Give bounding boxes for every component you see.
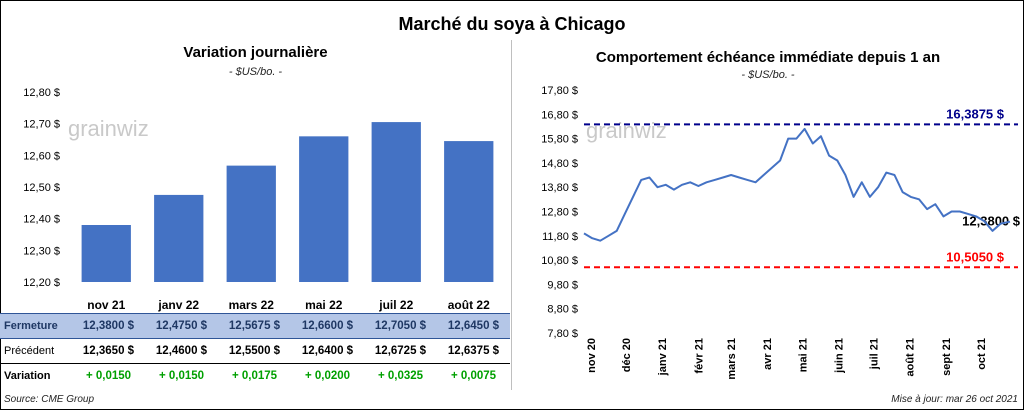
row-label: Précédent [0,338,72,364]
table-cell: 12,7050 $ [364,313,437,339]
main-title: Marché du soya à Chicago [398,14,626,34]
bar [226,165,276,282]
table-cell: + 0,0075 [450,370,497,382]
table-cell: 12,6375 $ [437,338,510,364]
y-tick-label: 12,20 $ [23,277,60,289]
table-cell: 12,6725 $ [364,338,437,364]
table-cell: 12,5675 $ [218,313,291,339]
price-table: Fermeture 12,3800 $ 12,4750 $ 12,5675 $ … [0,313,510,388]
x-category-label: mai 22 [305,298,343,312]
reference-label: 10,5050 $ [946,249,1005,264]
left-watermark: grainwiz [68,116,149,141]
table-cell: + 0,0150 [158,370,205,382]
y-tick-label: 15,80 $ [541,134,578,146]
x-category-label: janv 22 [157,298,199,312]
table-cell: 12,6600 $ [291,313,364,339]
x-month-label: août 21 [905,338,917,377]
x-month-label: nov 20 [586,338,598,373]
table-cell: 12,6450 $ [437,313,510,339]
x-category-label: mars 22 [229,298,275,312]
x-month-label: juil 21 [868,338,880,370]
x-month-label: oct 21 [976,338,988,370]
x-month-label: févr 21 [693,338,705,373]
x-month-label: avr 21 [762,338,774,370]
left-chart-unit: - $US/bo. - [228,66,283,78]
table-cell: + 0,0175 [231,370,278,382]
line-chart: 7,80 $ 8,80 $ 9,80 $ 10,80 $ 11,80 $ 12,80 $ 1… [541,85,1021,380]
table-row-precedent: Précédent 12,3650 $ 12,4600 $ 12,5500 $ … [0,338,510,364]
x-month-label: janv 21 [657,338,669,376]
x-month-label: mars 21 [726,338,738,380]
y-tick-label: 12,40 $ [23,214,60,226]
right-chart-unit: - $US/bo. - [741,69,795,81]
y-tick-label: 7,80 $ [547,328,578,340]
table-cell: + 0,0200 [304,370,351,382]
y-tick-label: 11,80 $ [542,231,578,243]
left-chart-title: Variation journalière [183,44,328,61]
x-month-label: juin 21 [833,338,845,374]
bar [154,194,204,282]
x-month-label: sept 21 [941,338,953,376]
table-cell: 12,5500 $ [218,338,291,364]
table-cell: 12,3650 $ [72,338,145,364]
last-price-label: 12,3800 $ [962,214,1021,229]
row-label: Fermeture [0,313,72,339]
table-cell: + 0,0325 [377,370,424,382]
table-cell: 12,3800 $ [72,313,145,339]
table-cell: 12,4600 $ [145,338,218,364]
x-month-label: déc 20 [621,338,633,372]
bar [444,141,494,282]
x-category-label: juil 22 [378,298,413,312]
bar-chart: 12,20 $ 12,30 $ 12,40 $ 12,50 $ 12,60 $ 12,70… [23,87,494,312]
source-note: Source: CME Group [4,394,95,405]
right-chart-title: Comportement échéance immédiate depuis 1… [595,49,941,66]
y-tick-label: 12,50 $ [23,182,60,194]
y-tick-label: 9,80 $ [547,279,578,291]
reference-label: 16,3875 $ [946,106,1005,121]
x-category-label: nov 21 [87,298,125,312]
price-series-line [583,127,1011,242]
table-cell: 12,6400 $ [291,338,364,364]
bar [81,225,131,282]
right-watermark: grainwiz [586,118,667,143]
row-label: Variation [4,370,51,382]
x-month-label: mai 21 [797,338,809,372]
table-row-variation: Variation + 0,0150 + 0,0150 + 0,0175 + 0… [0,364,510,389]
y-tick-label: 10,80 $ [541,255,578,267]
y-tick-label: 12,70 $ [23,119,60,131]
y-tick-label: 13,80 $ [541,182,578,194]
panel-divider [511,40,512,390]
y-tick-label: 17,80 $ [541,85,578,97]
y-tick-label: 12,60 $ [23,150,60,162]
update-note: Mise à jour: mar 26 oct 2021 [891,394,1018,405]
table-cell: + 0,0150 [85,370,132,382]
y-tick-label: 8,80 $ [547,304,578,316]
table-cell: 12,4750 $ [145,313,218,339]
y-tick-label: 12,80 $ [23,87,60,99]
y-tick-label: 16,80 $ [541,109,578,121]
bar [371,122,421,282]
y-tick-label: 14,80 $ [541,158,578,170]
y-tick-label: 12,80 $ [541,207,578,219]
table-row-fermeture: Fermeture 12,3800 $ 12,4750 $ 12,5675 $ … [0,313,510,339]
y-tick-label: 12,30 $ [23,245,60,257]
bar [299,136,349,282]
x-category-label: août 22 [448,298,490,312]
